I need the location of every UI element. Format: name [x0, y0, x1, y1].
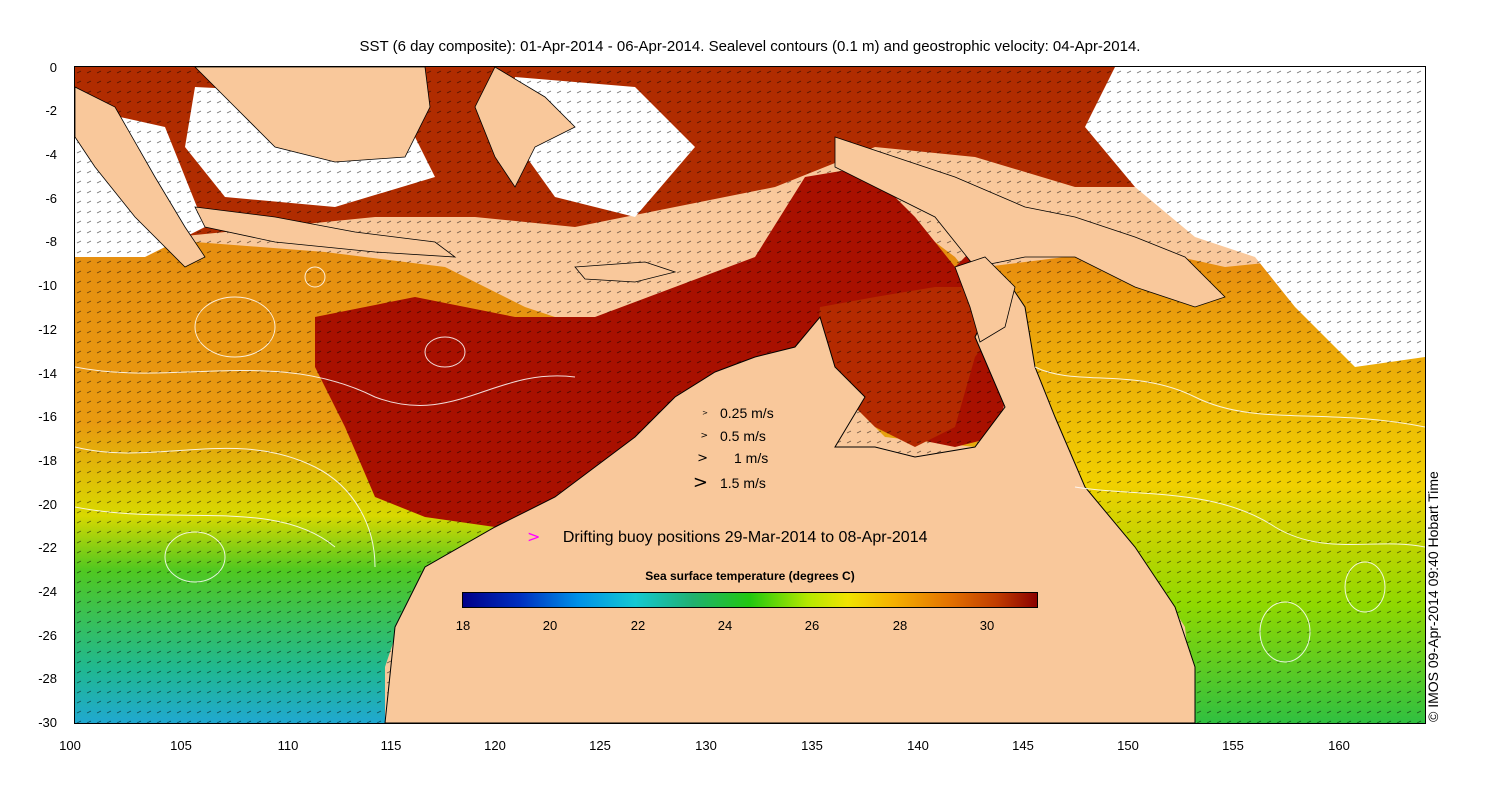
velocity-legend-label: 0.25 m/s: [720, 405, 774, 421]
x-tick: 110: [277, 738, 299, 753]
y-tick: -10: [38, 278, 57, 293]
buoy-marker-icon: >: [527, 527, 541, 546]
colorbar-tick: 18: [455, 618, 471, 633]
y-tick: -30: [38, 715, 57, 730]
colorbar-tick: 30: [979, 618, 995, 633]
sumatra: [75, 86, 206, 268]
imos-credit: © IMOS 09-Apr-2014 09:40 Hobart Time: [1425, 471, 1441, 722]
timor: [574, 261, 677, 283]
velocity-arrow-icon: >: [697, 450, 708, 466]
x-tick: 150: [1117, 738, 1139, 753]
buoy-legend-label: Drifting buoy positions 29-Mar-2014 to 0…: [562, 529, 928, 546]
velocity-arrow-icon: >: [700, 431, 708, 441]
australia: [384, 276, 1196, 723]
x-tick: 160: [1328, 738, 1350, 753]
new-guinea: [834, 136, 1226, 308]
velocity-legend-item: > 1 m/s: [668, 450, 768, 466]
x-tick: 140: [907, 738, 929, 753]
y-tick: -16: [38, 409, 57, 424]
velocity-legend-label: 1 m/s: [734, 450, 769, 466]
y-tick: -28: [38, 671, 57, 686]
y-tick: -24: [38, 584, 57, 599]
sulawesi: [474, 67, 576, 188]
colorbar-tick: 26: [804, 618, 820, 633]
sst-map-svg: [75, 67, 1425, 723]
borneo: [194, 67, 431, 163]
x-tick: 125: [589, 738, 611, 753]
velocity-legend-item: > 1.5 m/s: [668, 472, 766, 493]
velocity-legend-label: 0.5 m/s: [720, 428, 766, 444]
y-tick: -8: [45, 234, 57, 249]
sst-colorbar: [462, 592, 1038, 608]
velocity-arrow-icon: >: [692, 472, 708, 493]
x-tick: 120: [484, 738, 506, 753]
sealevel-contours: [75, 266, 1425, 663]
buoy-legend: > Drifting buoy positions 29-Mar-2014 to…: [527, 527, 928, 547]
colorbar-tick: 22: [630, 618, 646, 633]
y-tick: -2: [45, 103, 57, 118]
colorbar-tick: 20: [542, 618, 558, 633]
x-tick: 130: [695, 738, 717, 753]
sst-map[interactable]: [74, 66, 1426, 724]
velocity-legend-item: > 0.25 m/s: [668, 405, 774, 421]
y-tick: -14: [38, 366, 57, 381]
y-tick: 0: [49, 60, 57, 75]
y-tick: -20: [38, 497, 57, 512]
x-tick: 135: [801, 738, 823, 753]
y-tick: -4: [45, 147, 57, 162]
velocity-arrow-icon: >: [702, 409, 708, 417]
y-tick: -6: [45, 191, 57, 206]
colorbar-title: Sea surface temperature (degrees C): [645, 569, 855, 583]
velocity-legend-label: 1.5 m/s: [720, 474, 766, 491]
x-tick: 115: [380, 738, 402, 753]
y-tick: -22: [38, 540, 57, 555]
x-tick: 105: [170, 738, 192, 753]
y-tick: -12: [38, 322, 57, 337]
colorbar-tick: 24: [717, 618, 733, 633]
cape-york-land: [954, 256, 1016, 343]
map-title: SST (6 day composite): 01-Apr-2014 - 06-…: [359, 38, 1141, 55]
x-tick: 155: [1222, 738, 1244, 753]
x-tick: 100: [59, 738, 81, 753]
y-tick: -26: [38, 628, 57, 643]
java: [194, 206, 457, 258]
colorbar-tick: 28: [892, 618, 908, 633]
y-tick: -18: [38, 453, 57, 468]
velocity-legend-item: > 0.5 m/s: [668, 428, 766, 444]
x-tick: 145: [1012, 738, 1034, 753]
